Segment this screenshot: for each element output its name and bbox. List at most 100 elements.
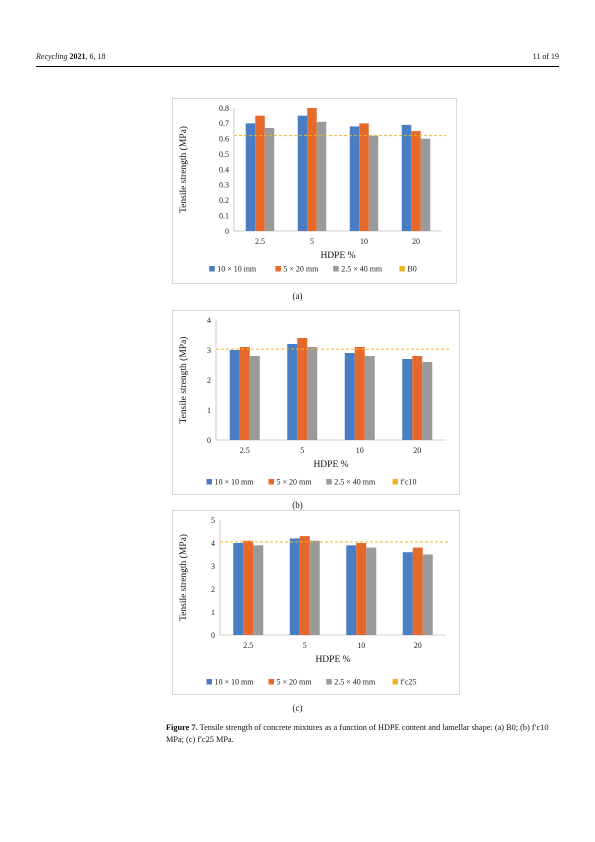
- y-tick-label: 0.1: [219, 211, 229, 220]
- x-tick-label: 5: [300, 446, 304, 455]
- y-axis-title: Tensile strength (MPa): [178, 337, 189, 424]
- bar-b-0: [239, 347, 250, 440]
- bar-c-2: [368, 135, 379, 231]
- figure-7a: 0 0.1 0.2 0.3 0.4 0.5 0.6 0.7 0.8 Tensile strengt…: [172, 98, 457, 284]
- bar-a-1: [289, 538, 300, 635]
- legend-label-2: 2.5 × 40 mm: [341, 265, 383, 274]
- x-axis-title: HDPE %: [315, 655, 350, 665]
- y-tick-label: 3: [211, 562, 215, 571]
- legend-label-3: f′c10: [401, 478, 417, 487]
- bar-b-0: [255, 115, 265, 231]
- legend-swatch-3: [392, 679, 398, 685]
- y-tick-label: 4: [207, 316, 211, 325]
- bar-a-1: [297, 115, 308, 231]
- x-tick-label: 10: [356, 446, 364, 455]
- y-tick-label: 1: [207, 406, 211, 415]
- legend-label-0: 10 × 10 mm: [217, 265, 257, 274]
- legend-swatch-2: [326, 479, 332, 485]
- bar-b-1: [297, 338, 308, 440]
- y-tick-label: 2: [207, 376, 211, 385]
- bar-c-1: [309, 540, 320, 635]
- panel-label-b: (b): [292, 500, 303, 510]
- legend-label-2: 2.5 × 40 mm: [334, 678, 376, 687]
- y-tick-label: 0.8: [219, 104, 229, 113]
- y-tick-label: 5: [211, 516, 215, 525]
- bar-c-3: [420, 138, 431, 231]
- chart-c: 0 1 2 3 4 5 Tensile strength (MPa) 2.5 5 10 20 HDPE…: [172, 510, 460, 695]
- bar-a-2: [344, 353, 355, 440]
- bar-b-2: [354, 347, 365, 440]
- journal-name: Recycling: [36, 52, 68, 61]
- bar-a-0: [229, 350, 240, 440]
- legend-swatch-2: [333, 266, 339, 272]
- x-tick-label: 20: [414, 641, 422, 650]
- x-tick-label: 2.5: [255, 237, 265, 246]
- bar-b-1: [307, 108, 317, 231]
- chart-b: 0 1 2 3 4 Tensile strength (MPa) 2.5 5 10 20 HDPE …: [172, 310, 460, 495]
- bar-c-3: [422, 362, 433, 440]
- x-tick-label: 5: [310, 237, 314, 246]
- bar-b-2: [359, 123, 369, 231]
- y-tick-label: 3: [207, 346, 211, 355]
- bar-b-0: [243, 540, 254, 635]
- legend-swatch-1: [275, 266, 281, 272]
- x-tick-label: 10: [360, 237, 368, 246]
- running-header-journal: Recycling 2021, 6, 18: [36, 52, 106, 61]
- bar-a-3: [401, 124, 412, 231]
- x-axis-title: HDPE %: [313, 460, 348, 470]
- journal-volume: , 6, 18: [85, 52, 106, 61]
- chart-a: 0 0.1 0.2 0.3 0.4 0.5 0.6 0.7 0.8 Tensile strengt…: [172, 98, 457, 284]
- legend-label-1: 5 × 20 mm: [277, 678, 313, 687]
- bar-a-1: [287, 344, 298, 440]
- y-tick-label: 0.4: [219, 165, 229, 174]
- legend-swatch-1: [268, 679, 274, 685]
- bar-b-1: [299, 536, 310, 635]
- y-tick-label: 0.5: [219, 150, 229, 159]
- legend-swatch-2: [326, 679, 332, 685]
- y-tick-label: 2: [211, 585, 215, 594]
- figure-caption: Figure 7. Tensile strength of concrete m…: [166, 722, 560, 746]
- legend-swatch-1: [268, 479, 274, 485]
- x-tick-label: 20: [413, 446, 421, 455]
- legend-swatch-0: [206, 479, 212, 485]
- legend-swatch-3: [392, 479, 398, 485]
- y-tick-label: 4: [211, 539, 215, 548]
- caption-text: Tensile strength of concrete mixtures as…: [166, 723, 549, 744]
- bar-c-2: [366, 547, 377, 635]
- y-axis-title: Tensile strength (MPa): [178, 534, 189, 621]
- bar-c-0: [249, 356, 260, 440]
- legend-label-1: 5 × 20 mm: [283, 265, 319, 274]
- panel-label-a: (a): [292, 291, 303, 301]
- bar-a-2: [346, 545, 357, 635]
- legend-label-3: f′c25: [401, 678, 417, 687]
- panel-label-c: (c): [292, 703, 303, 713]
- legend-label-0: 10 × 10 mm: [215, 478, 255, 487]
- legend-label-3: B0: [407, 265, 416, 274]
- bar-a-3: [402, 359, 413, 440]
- figure-7b: 0 1 2 3 4 Tensile strength (MPa) 2.5 5 10 20 HDPE …: [172, 310, 460, 495]
- y-tick-label: 0.3: [219, 181, 229, 190]
- x-axis-title: HDPE %: [320, 251, 355, 261]
- y-tick-label: 0: [211, 631, 215, 640]
- bar-c-2: [364, 356, 375, 440]
- bar-c-3: [422, 554, 433, 635]
- x-tick-label: 2.5: [240, 446, 250, 455]
- legend-label-2: 2.5 × 40 mm: [334, 478, 376, 487]
- bar-b-3: [412, 547, 423, 635]
- running-header-page: 11 of 19: [532, 52, 559, 61]
- legend-swatch-0: [206, 679, 212, 685]
- caption-label: Figure 7.: [166, 723, 198, 732]
- bar-c-0: [253, 545, 264, 635]
- journal-year: 2021: [69, 52, 86, 61]
- bar-a-2: [349, 126, 360, 231]
- x-tick-label: 2.5: [243, 641, 253, 650]
- y-tick-label: 0.7: [219, 119, 229, 128]
- y-tick-label: 0.6: [219, 135, 229, 144]
- legend-label-0: 10 × 10 mm: [215, 678, 255, 687]
- bar-a-3: [402, 552, 413, 635]
- bar-b-3: [412, 356, 423, 440]
- legend-swatch-0: [209, 266, 215, 272]
- figure-7c: 0 1 2 3 4 5 Tensile strength (MPa) 2.5 5 10 20 HDPE…: [172, 510, 460, 695]
- bar-a-0: [233, 543, 244, 635]
- legend-swatch-3: [399, 266, 405, 272]
